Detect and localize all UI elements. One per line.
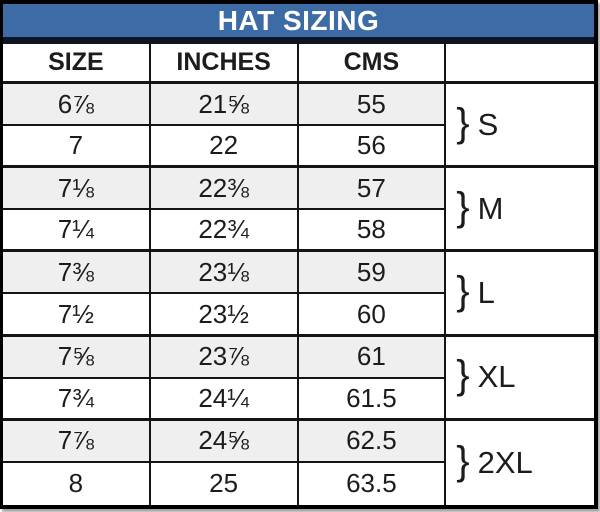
brace-icon: } bbox=[456, 353, 470, 398]
group-size-text: L bbox=[477, 274, 495, 310]
brace-icon: } bbox=[456, 100, 470, 145]
group-size-text: M bbox=[477, 190, 504, 226]
column-header-empty bbox=[446, 44, 594, 84]
cell-size-row-3: 7⅛ bbox=[3, 168, 151, 211]
cell-cms-row-8: 61.5 bbox=[298, 378, 447, 421]
cell-inches-row-2: 22 bbox=[150, 126, 299, 169]
cell-size-row-4: 7¼ bbox=[3, 210, 151, 253]
group-size-text: 2XL bbox=[477, 444, 533, 480]
cell-cms-row-2: 56 bbox=[298, 126, 447, 169]
cell-inches-row-9: 24⅝ bbox=[150, 420, 299, 463]
cell-inches-row-3: 22⅜ bbox=[150, 168, 299, 211]
group-label-l: } L bbox=[446, 252, 594, 337]
cell-size-row-5: 7⅜ bbox=[3, 252, 151, 295]
brace-icon: } bbox=[456, 184, 470, 229]
column-header-inches: INCHES bbox=[150, 44, 299, 84]
cell-size-row-9: 7⅞ bbox=[3, 420, 151, 463]
table-title: HAT SIZING bbox=[3, 4, 594, 44]
cell-inches-row-10: 25 bbox=[150, 462, 299, 505]
cell-size-row-6: 7½ bbox=[3, 294, 151, 337]
column-header-size: SIZE bbox=[3, 44, 151, 84]
cell-inches-row-6: 23½ bbox=[150, 294, 299, 337]
cell-cms-row-10: 63.5 bbox=[298, 462, 447, 505]
brace-icon: } bbox=[456, 438, 470, 483]
cell-inches-row-4: 22¾ bbox=[150, 210, 299, 253]
group-label-2xl: } 2XL bbox=[446, 420, 594, 505]
group-size-text: XL bbox=[477, 359, 516, 395]
cell-cms-row-5: 59 bbox=[298, 252, 447, 295]
cell-inches-row-7: 23⅞ bbox=[150, 336, 299, 379]
cell-size-row-8: 7¾ bbox=[3, 378, 151, 421]
cell-size-row-2: 7 bbox=[3, 126, 151, 169]
cell-cms-row-3: 57 bbox=[298, 168, 447, 211]
cell-size-row-10: 8 bbox=[3, 462, 151, 505]
cell-size-row-1: 6⅞ bbox=[3, 84, 151, 127]
cell-inches-row-8: 24¼ bbox=[150, 378, 299, 421]
cell-cms-row-9: 62.5 bbox=[298, 420, 447, 463]
cell-size-row-7: 7⅝ bbox=[3, 336, 151, 379]
cell-cms-row-4: 58 bbox=[298, 210, 447, 253]
brace-icon: } bbox=[456, 268, 470, 313]
cell-cms-row-7: 61 bbox=[298, 336, 447, 379]
group-label-s: } S bbox=[446, 84, 594, 169]
cell-cms-row-1: 55 bbox=[298, 84, 447, 127]
group-label-m: } M bbox=[446, 168, 594, 253]
column-header-cms: CMS bbox=[298, 44, 447, 84]
cell-inches-row-5: 23⅛ bbox=[150, 252, 299, 295]
cell-cms-row-6: 60 bbox=[298, 294, 447, 337]
cell-inches-row-1: 21⅝ bbox=[150, 84, 299, 127]
group-size-text: S bbox=[477, 106, 499, 142]
sizing-grid: SIZE INCHES CMS 6⅞ 21⅝ 55 7 22 56 7⅛ 22⅜ 57 7¼ 22¾… bbox=[3, 44, 594, 505]
group-label-xl: } XL bbox=[446, 336, 594, 421]
